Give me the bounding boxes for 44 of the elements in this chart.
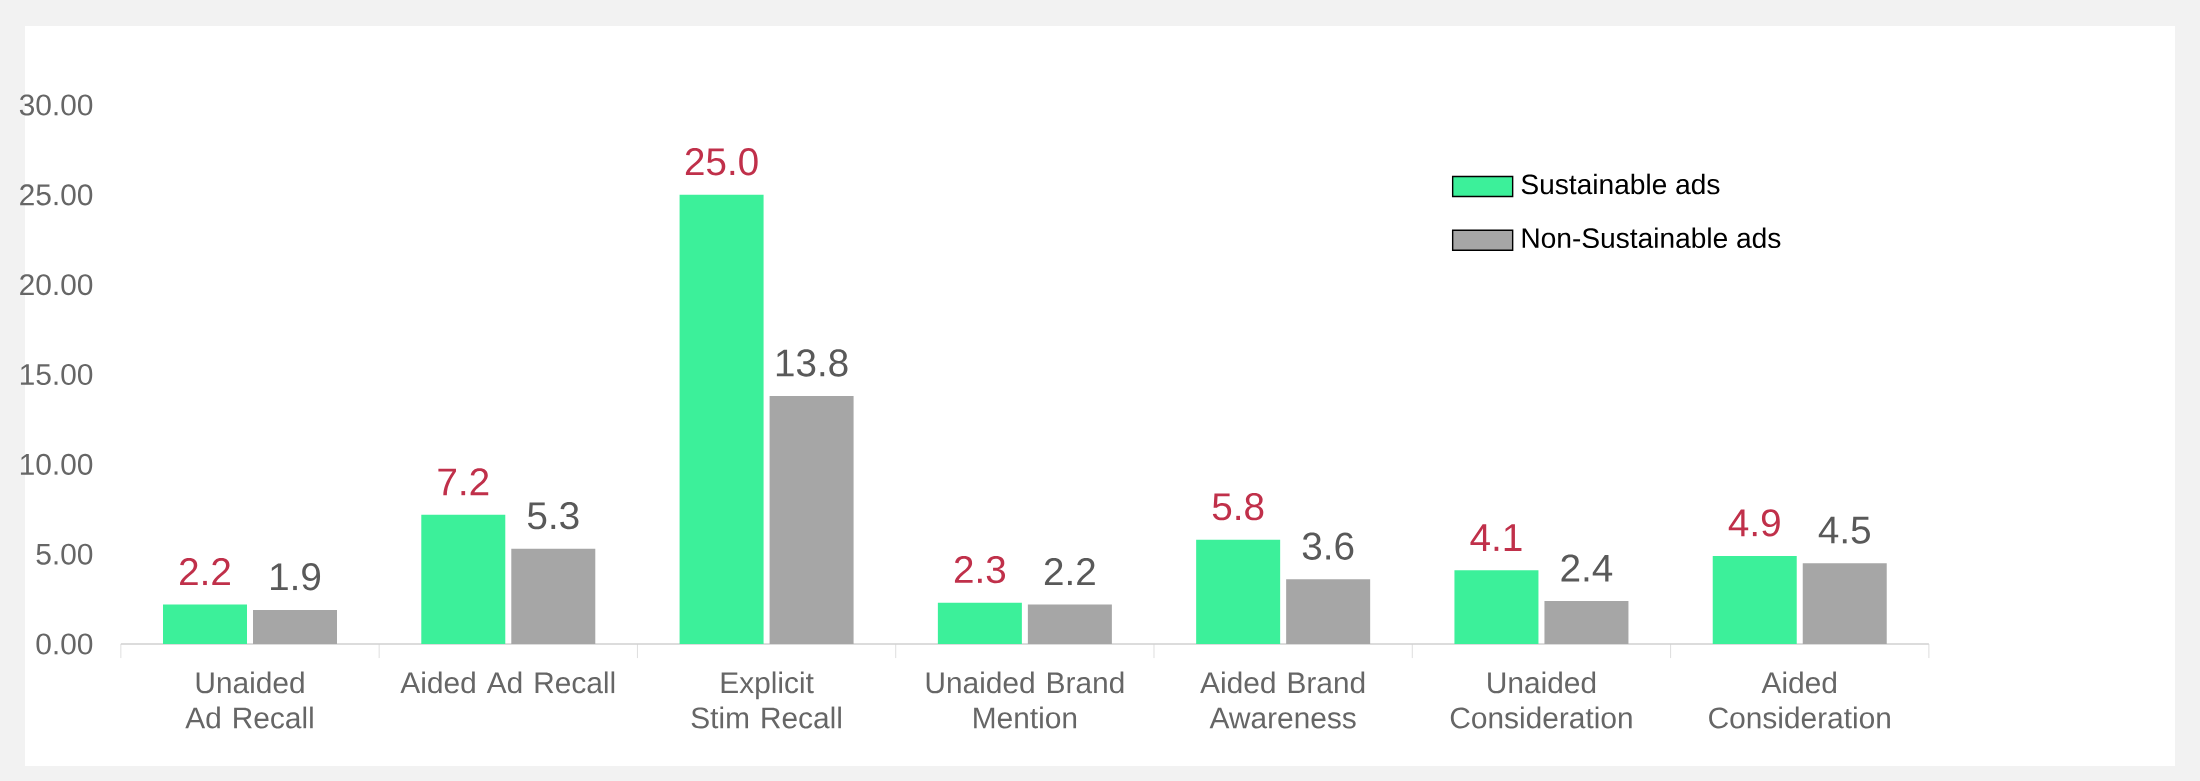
data-label: 13.8 bbox=[776, 349, 848, 377]
data-label: 2.4 bbox=[1561, 554, 1613, 582]
bar bbox=[769, 396, 854, 645]
bar bbox=[1027, 604, 1112, 645]
x-tick-label: Unaided Ad Recall bbox=[185, 671, 313, 729]
bar bbox=[421, 514, 506, 645]
bar bbox=[1454, 570, 1539, 645]
x-tick-label: Unaided Brand Mention bbox=[926, 671, 1124, 729]
data-label: 4.1 bbox=[1470, 524, 1522, 551]
bar bbox=[1286, 579, 1371, 645]
bar bbox=[937, 602, 1022, 645]
x-tick-label: Aided Consideration bbox=[1709, 671, 1890, 729]
bar bbox=[163, 604, 247, 645]
y-tick-label: 0.00 bbox=[36, 633, 93, 655]
data-label: 2.2 bbox=[1044, 558, 1095, 586]
bar bbox=[1712, 555, 1797, 645]
legend-label: Sustainable ads bbox=[1521, 173, 1720, 195]
y-tick-label: 5.00 bbox=[36, 543, 93, 565]
bar bbox=[1196, 539, 1281, 645]
x-tick-label: Unaided Consideration bbox=[1450, 671, 1632, 729]
data-label: 4.9 bbox=[1728, 509, 1780, 537]
data-label: 2.2 bbox=[180, 558, 230, 586]
legend-label: Non-Sustainable ads bbox=[1522, 227, 1781, 249]
bar bbox=[253, 609, 337, 645]
y-tick-label: 15.00 bbox=[20, 363, 93, 386]
data-label: 7.2 bbox=[438, 468, 489, 496]
y-tick-label: 25.00 bbox=[20, 184, 93, 206]
bar bbox=[511, 548, 596, 645]
data-label: 5.3 bbox=[527, 502, 579, 530]
bar bbox=[679, 194, 764, 645]
data-label: 1.9 bbox=[271, 563, 321, 591]
y-tick-label: 10.00 bbox=[20, 453, 93, 475]
y-tick-label: 20.00 bbox=[20, 274, 93, 296]
data-label: 2.3 bbox=[954, 555, 1006, 584]
bar bbox=[1802, 563, 1887, 645]
data-label: 5.8 bbox=[1212, 493, 1264, 521]
data-label: 25.0 bbox=[685, 148, 758, 176]
x-tick-label: Explicit Stim Recall bbox=[691, 671, 841, 729]
y-tick-label: 30.00 bbox=[19, 94, 93, 116]
x-tick-label: Aided Brand Awareness bbox=[1200, 671, 1365, 729]
bar bbox=[1544, 600, 1629, 645]
data-label: 3.6 bbox=[1302, 532, 1354, 560]
data-label: 4.5 bbox=[1818, 516, 1870, 544]
x-tick-label: Aided Ad Recall bbox=[400, 671, 615, 694]
